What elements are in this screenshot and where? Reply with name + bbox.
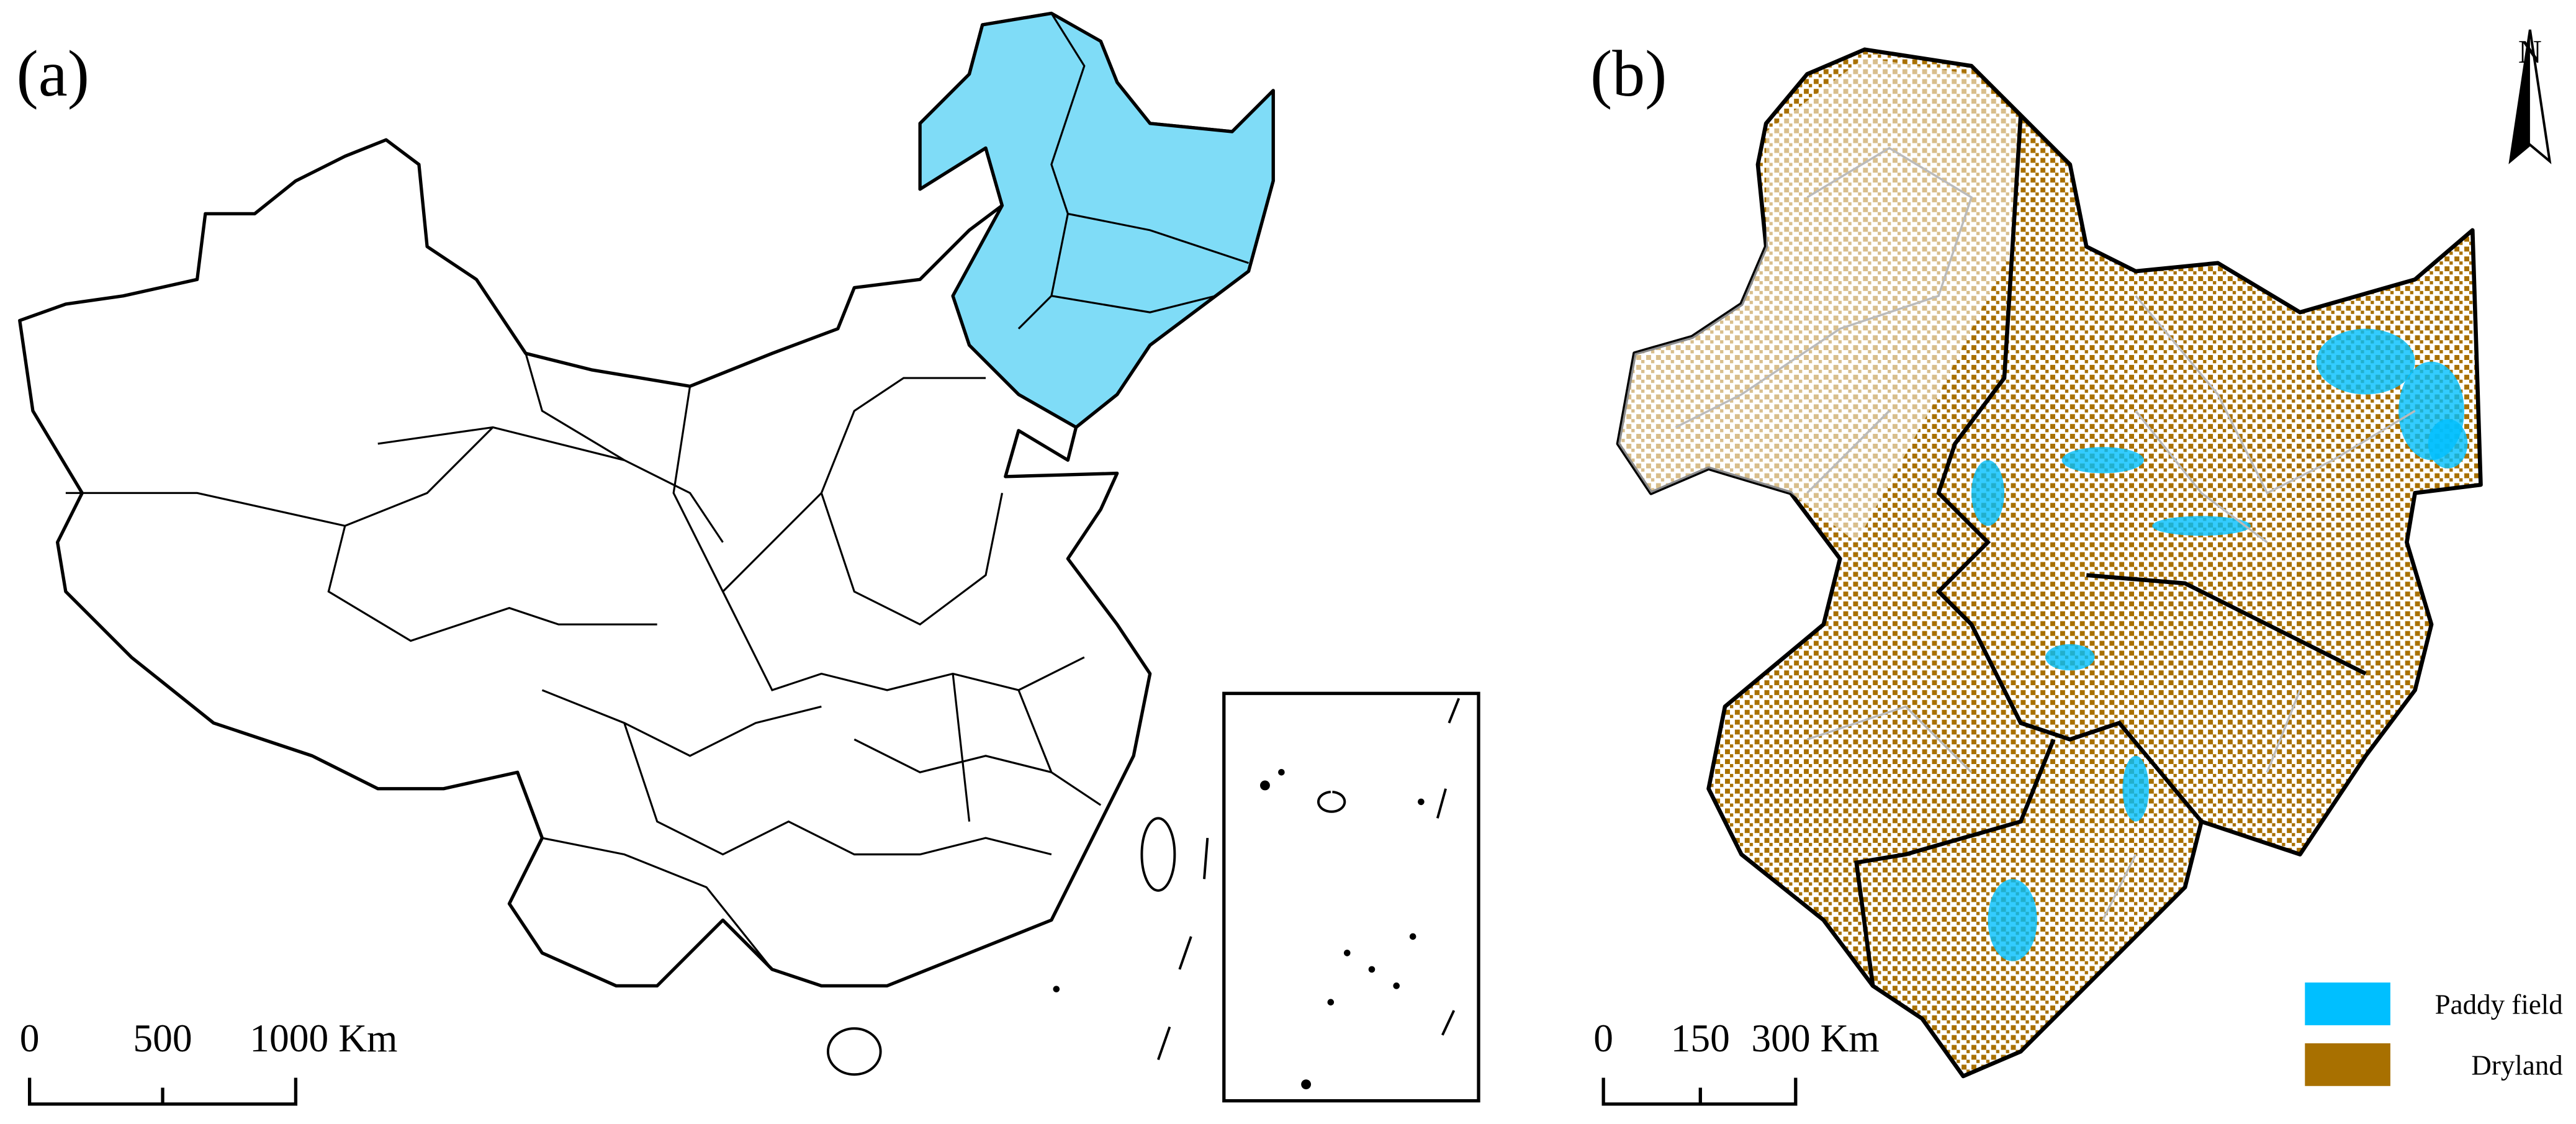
paddy-patch bbox=[2061, 447, 2144, 474]
province-borders bbox=[1854, 115, 2367, 986]
paddy-patch bbox=[1971, 460, 2004, 526]
county-borders bbox=[1675, 146, 2416, 921]
paddy-patch bbox=[1988, 879, 2037, 961]
non-crop-area bbox=[1618, 57, 2021, 542]
northeast-map bbox=[1616, 47, 2483, 1079]
paddy-patch bbox=[2316, 328, 2415, 395]
scale-label: 0 bbox=[20, 1016, 40, 1060]
scale-bar bbox=[1601, 1077, 1798, 1106]
province-borders bbox=[65, 12, 1249, 970]
legend-swatch bbox=[2305, 1043, 2390, 1086]
legend-label: Dryland bbox=[2471, 1050, 2562, 1081]
scale-label: 0 bbox=[1593, 1016, 1613, 1060]
legend-label: Paddy field bbox=[2435, 989, 2563, 1020]
north-label: N bbox=[2518, 34, 2542, 70]
paddy-patch bbox=[2152, 516, 2251, 536]
panel-label: (b) bbox=[1590, 37, 1667, 110]
panel-label: (a) bbox=[16, 37, 89, 110]
inset-frame bbox=[1222, 691, 1480, 1103]
islands bbox=[826, 768, 1425, 1090]
scale-label: 300 Km bbox=[1751, 1016, 1879, 1060]
paddy-patch bbox=[2045, 644, 2095, 671]
scale-bar bbox=[27, 1077, 298, 1106]
scale-label: 500 bbox=[133, 1016, 192, 1060]
paddy-patches bbox=[1971, 328, 2468, 961]
paddy-patch bbox=[2122, 755, 2149, 822]
scale-label: 1000 Km bbox=[250, 1016, 397, 1060]
scale-label: 150 bbox=[1671, 1016, 1730, 1060]
inset-islands bbox=[1157, 698, 1461, 1061]
paddy-patch bbox=[2428, 419, 2468, 469]
legend-swatch bbox=[2305, 982, 2390, 1025]
